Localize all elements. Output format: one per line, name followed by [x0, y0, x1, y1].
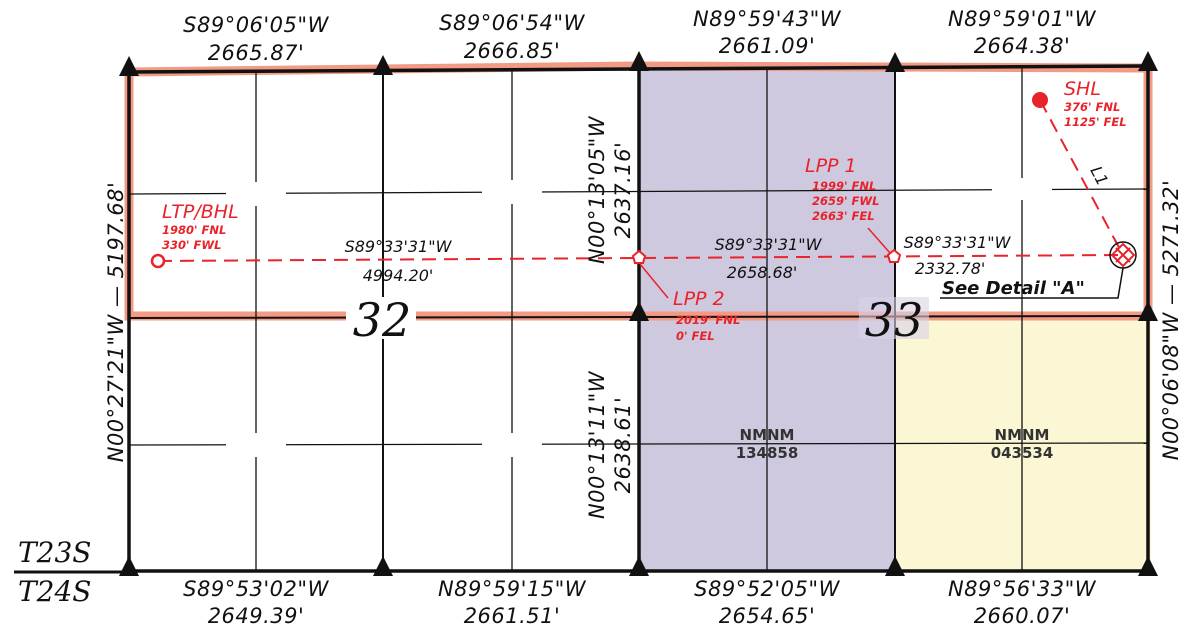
top-distance-1: 2665.87' [208, 41, 305, 65]
lpp2-leader [639, 263, 669, 299]
bottom-bearing-1: S89°53'02"W [183, 577, 329, 601]
corner-triangle [1138, 301, 1158, 321]
top-distance-4: 2664.38' [974, 34, 1071, 58]
lease-name-2: NMNM [995, 426, 1050, 444]
corner-triangle [629, 556, 649, 576]
corner-triangle [885, 52, 905, 72]
ltp-bhl-marker [150, 253, 166, 269]
corner-triangle [1138, 51, 1158, 71]
bottom-bearing-3: S89°52'05"W [694, 577, 840, 601]
township-north: T23S [18, 536, 92, 569]
corner-triangle [119, 56, 139, 76]
middle-lower-distance: 2638.61' [611, 397, 635, 494]
path-bearing-2: S89°33'31"W [715, 235, 823, 254]
shl-title: SHL [1064, 78, 1101, 100]
lpp2-line1: 2019' FNL [676, 313, 740, 327]
bottom-bearing-4: N89°56'33"W [948, 577, 1097, 601]
shl-marker [1032, 92, 1048, 108]
left-call: N00°27'21"W — 5197.68' [104, 182, 128, 463]
bottom-bearing-2: N89°59'15"W [438, 577, 587, 601]
path-distance-3: 2332.78' [915, 259, 986, 278]
corner-triangle [1138, 556, 1158, 576]
lpp1-leader [867, 227, 891, 254]
ltp-bhl-line2: 330' FWL [162, 238, 221, 252]
top-bearing-3: N89°59'43"W [693, 7, 842, 31]
middle-lower-bearing: N00°13'11"W [585, 370, 609, 519]
top-distance-3: 2661.09' [719, 34, 816, 58]
lpp1-title: LPP 1 [805, 155, 857, 177]
lpp1-line3: 2663' FEL [812, 209, 875, 223]
lpp2-marker [631, 249, 647, 264]
top-bearing-4: N89°59'01"W [948, 7, 1097, 31]
section-32-box [346, 297, 416, 339]
shl-line2: 1125' FEL [1064, 115, 1127, 129]
lease-number-1: 134858 [736, 444, 799, 462]
ltp-bhl-line1: 1980' FNL [162, 223, 226, 237]
right-call: N00°06'08"W — 5271.32' [1159, 180, 1183, 461]
lease-number-2: 043534 [991, 444, 1054, 462]
detail-leader [940, 267, 1124, 299]
top-bearing-2: S89°06'54"W [439, 11, 585, 35]
l1-label: L1 [1086, 163, 1112, 189]
section-number-33: 33 [865, 293, 924, 347]
corner-triangle [885, 556, 905, 576]
corner-triangle [373, 55, 393, 75]
top-bearing-1: S89°06'05"W [183, 13, 329, 37]
township-south: T24S [18, 575, 92, 608]
bottom-distance-4: 2660.07' [974, 604, 1071, 628]
corner-gaps [226, 178, 1052, 457]
lpp2-title: LPP 2 [673, 288, 725, 310]
lpp1-line1: 1999' FNL [812, 179, 876, 193]
shl-line1: 376' FNL [1064, 100, 1120, 114]
lpp1-marker [886, 248, 902, 263]
well-path [157, 99, 1124, 262]
bottom-distance-3: 2654.65' [719, 604, 816, 628]
middle-upper-bearing: N00°13'05"W [585, 115, 609, 264]
path-bearing-3: S89°33'31"W [904, 233, 1012, 252]
lease-name-1: NMNM [740, 426, 795, 444]
path-distance-2: 2658.68' [727, 263, 798, 282]
path-distance-1: 4994.20' [363, 266, 434, 285]
section-33-box [859, 297, 929, 339]
top-distance-2: 2666.85' [464, 39, 561, 63]
lpp1-line2: 2659' FWL [812, 194, 879, 208]
corner-triangle [629, 301, 649, 321]
bottom-distance-2: 2661.51' [464, 604, 561, 628]
ltp-bhl-title: LTP/BHL [162, 201, 239, 223]
section-number-32: 32 [353, 293, 412, 347]
corner-triangle [373, 556, 393, 576]
bottom-distance-1: 2649.39' [208, 604, 305, 628]
detail-label: See Detail "A" [942, 278, 1085, 299]
middle-upper-distance: 2637.16' [611, 142, 635, 239]
lpp2-line2: 0' FEL [676, 329, 715, 343]
corner-triangle [629, 51, 649, 71]
corner-monuments [119, 51, 1158, 576]
path-bearing-1: S89°33'31"W [345, 237, 453, 256]
